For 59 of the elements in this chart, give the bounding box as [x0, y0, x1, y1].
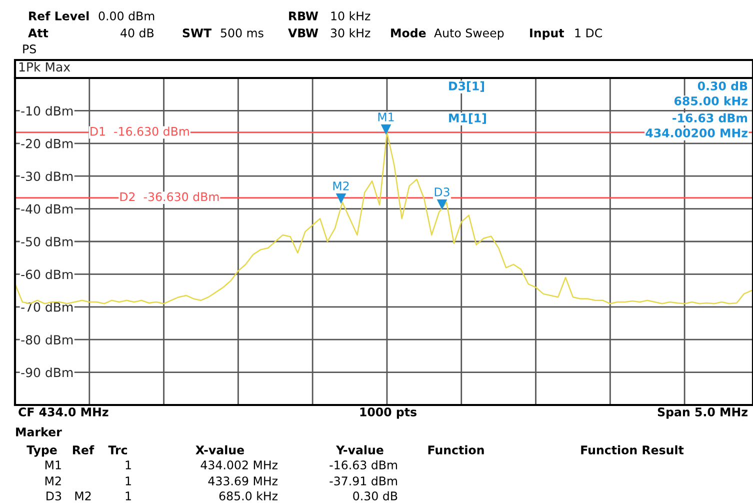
ref-line-label: D2 -36.630 dBm — [120, 192, 219, 202]
y-tick-label: -30 dBm — [21, 171, 73, 182]
text: Marker — [16, 427, 62, 436]
text: 1000 pts — [360, 407, 416, 419]
text: Y-value — [336, 445, 384, 454]
y-tick-label: -20 dBm — [21, 138, 73, 148]
y-tick-label: -40 dBm — [21, 204, 73, 214]
text: CF 434.0 MHz — [18, 407, 108, 416]
text: M2 — [45, 476, 61, 486]
text: 30 kHz — [330, 28, 370, 38]
annotation: 0.30 dB — [698, 81, 748, 90]
text: RBW — [289, 12, 318, 20]
ref-line-label: D1 -16.630 dBm — [90, 126, 189, 136]
text: 1 — [126, 492, 131, 500]
y-tick-label: -90 dBm — [21, 368, 73, 378]
text: Ref Level — [29, 11, 89, 20]
chart-title: 1Pk Max — [19, 62, 70, 72]
text: SWT — [182, 28, 212, 38]
text: 500 ms — [220, 28, 264, 38]
text: Trc — [108, 446, 127, 454]
text: X-value — [196, 445, 244, 454]
text: D3 — [46, 491, 62, 500]
y-tick-label: -50 dBm — [21, 236, 73, 246]
text: 0.00 dBm — [98, 11, 154, 20]
text: 434.002 MHz — [200, 460, 278, 470]
y-tick-label: -60 dBm — [21, 269, 73, 280]
text: 685.0 kHz — [219, 491, 278, 500]
text: Auto Sweep — [434, 28, 504, 40]
text: 1 — [126, 476, 131, 486]
text: -16.63 dBm — [330, 460, 397, 470]
text: 1 — [126, 460, 131, 470]
text: Function Result — [581, 445, 684, 454]
text: 1 DC — [575, 28, 602, 38]
annotation: D3 — [434, 187, 450, 196]
text: VBW — [288, 28, 318, 38]
text: Att — [28, 28, 48, 38]
text: M2 — [75, 491, 91, 500]
y-tick-label: -10 dBm — [21, 106, 73, 116]
text: Input — [530, 28, 564, 40]
text: Mode — [391, 28, 426, 38]
text: 10 kHz — [331, 11, 370, 20]
text: M1 — [45, 460, 61, 470]
annotation: 685.00 kHz — [674, 96, 748, 106]
text: 433.69 MHz — [208, 476, 278, 486]
text: 40 dB — [120, 28, 154, 38]
annotation: -16.63 dBm — [672, 113, 748, 122]
text: Function — [428, 445, 484, 454]
text: -37.91 dBm — [330, 476, 397, 486]
text: Ref — [72, 445, 94, 454]
annotation: M1[1] — [449, 113, 486, 124]
annotation: M2 — [333, 181, 349, 190]
y-tick-label: -80 dBm — [21, 334, 73, 345]
annotation: M1 — [378, 112, 394, 122]
text: 0.30 dB — [353, 491, 398, 500]
text: Type — [26, 446, 57, 457]
annotation: D3[1] — [449, 81, 484, 92]
text: PS — [23, 44, 36, 54]
annotation: 434.00200 MHz — [646, 128, 748, 138]
text: Span 5.0 MHz — [658, 407, 748, 419]
